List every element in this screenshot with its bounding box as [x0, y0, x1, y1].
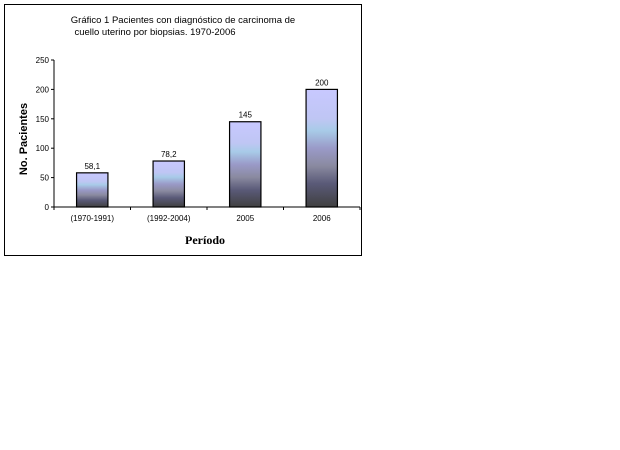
chart-title-line-1: Gráfico 1 Pacientes con diagnóstico de c… [71, 15, 295, 26]
bar [228, 121, 262, 208]
bar-data-label: 145 [239, 111, 253, 120]
y-tick-label: 0 [45, 203, 50, 212]
x-tick-label: (1992-2004) [147, 214, 191, 223]
x-tick-label: 2005 [236, 214, 254, 223]
bar [152, 160, 186, 208]
chart-title-line-2: cuello uterino por biopsias. 1970-2006 [74, 27, 235, 38]
y-tick-label: 50 [40, 174, 49, 183]
bar [305, 88, 339, 208]
bar-data-label: 200 [315, 78, 329, 87]
bar-chart: Gráfico 1 Pacientes con diagnóstico de c… [18, 15, 361, 247]
plot-area: 0 50 100 150 200 250 58,1 (1970-1991) 78,2 (1992-… [36, 56, 361, 223]
x-tick-label: 2006 [313, 214, 331, 223]
bar [75, 172, 109, 208]
bar-data-label: 58,1 [84, 162, 100, 171]
x-tick-label: (1970-1991) [70, 214, 114, 223]
y-tick-label: 100 [36, 144, 50, 153]
bar-data-label: 78,2 [161, 150, 177, 159]
chart-container: Gráfico 1 Pacientes con diagnóstico de c… [4, 4, 362, 256]
x-axis-title: Período [185, 233, 225, 247]
y-axis-title: No. Pacientes [18, 103, 30, 175]
y-tick-label: 200 [36, 85, 50, 94]
y-tick-label: 250 [36, 56, 50, 65]
y-tick-label: 150 [36, 115, 50, 124]
